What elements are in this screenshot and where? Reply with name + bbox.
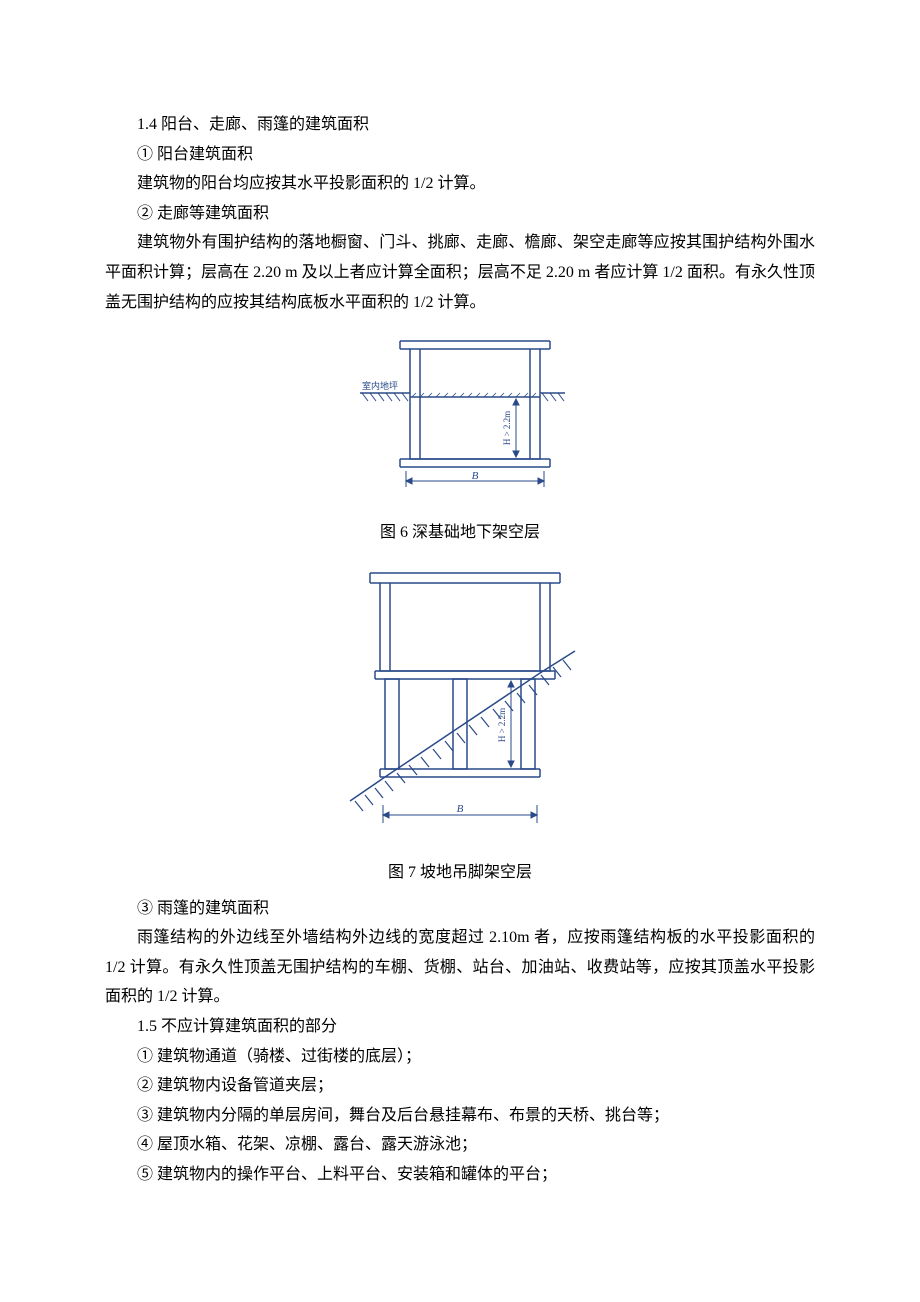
- figure-7-caption: 图 7 坡地吊脚架空层: [105, 858, 815, 888]
- figure-7-label-h: H > 2.2m: [497, 708, 507, 742]
- item-1-title: ① 阳台建筑面积: [105, 140, 815, 170]
- figure-6-label-h: H > 2.2m: [502, 411, 512, 445]
- text: ② 建筑物内设备管道夹层；: [137, 1077, 333, 1094]
- text: 1.4 阳台、走廊、雨篷的建筑面积: [137, 116, 369, 133]
- text: ① 建筑物通道（骑楼、过街楼的底层）；: [137, 1048, 421, 1065]
- figure-6-caption: 图 6 深基础地下架空层: [105, 518, 815, 548]
- item-1-5-3: ③ 建筑物内分隔的单层房间，舞台及后台悬挂幕布、布景的天桥、挑台等；: [105, 1101, 815, 1131]
- figure-7: H > 2.2m B: [105, 553, 815, 854]
- text: ③ 建筑物内分隔的单层房间，舞台及后台悬挂幕布、布景的天桥、挑台等；: [137, 1107, 669, 1124]
- text: ④ 屋顶水箱、花架、凉棚、露台、露天游泳池；: [137, 1136, 477, 1153]
- text: 建筑物外有围护结构的落地橱窗、门斗、挑廊、走廊、檐廊、架空走廊等应按其围护结构外…: [105, 234, 815, 310]
- item-1-5-5: ⑤ 建筑物内的操作平台、上料平台、安装箱和罐体的平台；: [105, 1160, 815, 1190]
- figure-6-label-ground: 室内地坪: [362, 380, 398, 391]
- section-1-4-heading: 1.4 阳台、走廊、雨篷的建筑面积: [105, 110, 815, 140]
- item-2-body: 建筑物外有围护结构的落地橱窗、门斗、挑廊、走廊、檐廊、架空走廊等应按其围护结构外…: [105, 228, 815, 317]
- text: 雨篷结构的外边线至外墙结构外边线的宽度超过 2.10m 者，应按雨篷结构板的水平…: [105, 929, 815, 1005]
- item-1-body: 建筑物的阳台均应按其水平投影面积的 1/2 计算。: [105, 169, 815, 199]
- text: ① 阳台建筑面积: [137, 146, 253, 163]
- item-1-5-2: ② 建筑物内设备管道夹层；: [105, 1071, 815, 1101]
- figure-6: 室内地坪 B H > 2.2m: [105, 323, 815, 514]
- figure-6-label-b: B: [472, 470, 479, 482]
- item-3-body: 雨篷结构的外边线至外墙结构外边线的宽度超过 2.10m 者，应按雨篷结构板的水平…: [105, 923, 815, 1012]
- figure-7-label-b: B: [457, 803, 464, 815]
- figure-7-svg: H > 2.2m B: [335, 553, 585, 843]
- section-1-5-heading: 1.5 不应计算建筑面积的部分: [105, 1012, 815, 1042]
- text: 图 6 深基础地下架空层: [380, 524, 540, 541]
- item-3-title: ③ 雨篷的建筑面积: [105, 894, 815, 924]
- text: 建筑物的阳台均应按其水平投影面积的 1/2 计算。: [137, 175, 485, 192]
- item-1-5-4: ④ 屋顶水箱、花架、凉棚、露台、露天游泳池；: [105, 1130, 815, 1160]
- text: ② 走廊等建筑面积: [137, 205, 269, 222]
- text: ③ 雨篷的建筑面积: [137, 900, 269, 917]
- text: 1.5 不应计算建筑面积的部分: [137, 1018, 337, 1035]
- text: ⑤ 建筑物内的操作平台、上料平台、安装箱和罐体的平台；: [137, 1166, 557, 1183]
- item-1-5-1: ① 建筑物通道（骑楼、过街楼的底层）；: [105, 1042, 815, 1072]
- item-2-title: ② 走廊等建筑面积: [105, 199, 815, 229]
- text: 图 7 坡地吊脚架空层: [388, 864, 532, 881]
- figure-6-svg: 室内地坪 B H > 2.2m: [350, 323, 570, 503]
- document-page: 1.4 阳台、走廊、雨篷的建筑面积 ① 阳台建筑面积 建筑物的阳台均应按其水平投…: [0, 0, 920, 1269]
